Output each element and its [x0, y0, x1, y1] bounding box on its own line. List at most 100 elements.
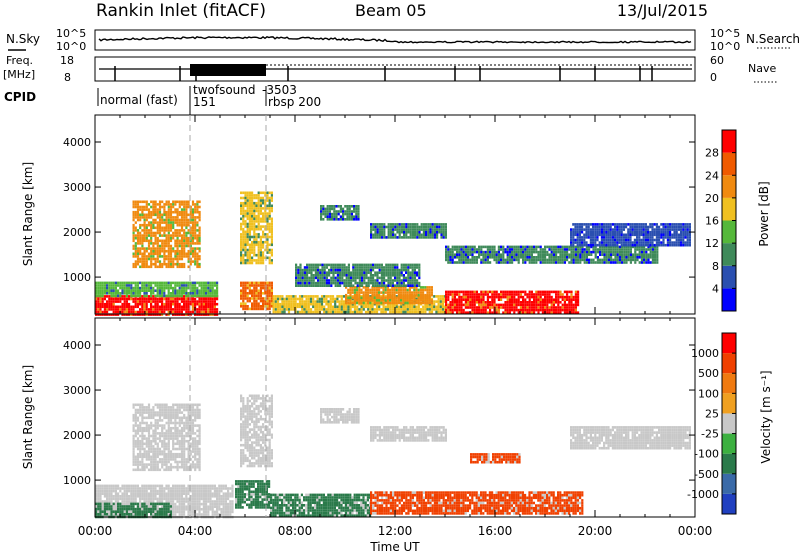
heatmap-cell	[402, 310, 405, 314]
heatmap-cell	[555, 258, 558, 262]
heatmap-cell	[444, 236, 447, 239]
heatmap-cell	[451, 290, 454, 294]
heatmap-cell	[430, 308, 434, 311]
heatmap-cell	[216, 302, 219, 306]
heatmap-cell	[535, 290, 538, 294]
heatmap-cell	[314, 271, 317, 274]
heatmap-cell	[174, 281, 177, 285]
heatmap-cell	[426, 308, 429, 311]
heatmap-cell	[508, 261, 511, 264]
heatmap-cell	[251, 284, 254, 287]
heatmap-cell	[493, 303, 496, 307]
heatmap-cell	[664, 230, 667, 234]
heatmap-cell	[110, 292, 113, 295]
heatmap-cell	[125, 292, 128, 295]
heatmap-cell	[433, 302, 436, 306]
heatmap-cell	[563, 308, 566, 312]
heatmap-cell	[187, 297, 190, 301]
heatmap-cell	[152, 221, 155, 224]
heatmap-cell	[539, 253, 542, 256]
heatmap-cell	[526, 293, 529, 296]
heatmap-cell	[563, 290, 566, 294]
heatmap-cell	[614, 225, 617, 229]
heatmap-cell	[242, 230, 245, 234]
heatmap-cell	[257, 209, 260, 213]
heatmap-cell	[572, 258, 575, 262]
heatmap-cell	[522, 301, 525, 304]
heatmap-cell	[405, 271, 408, 274]
heatmap-cell	[169, 265, 173, 269]
heatmap-cell	[372, 276, 375, 280]
heatmap-cell	[152, 308, 155, 311]
heatmap-cell	[662, 236, 665, 239]
heatmap-cell	[143, 265, 146, 269]
heatmap-cell	[588, 248, 591, 251]
heatmap-cell	[662, 225, 665, 229]
heatmap-cell	[638, 241, 641, 244]
heatmap-cell	[467, 290, 470, 294]
heatmap-cell	[355, 210, 358, 213]
heatmap-cell	[445, 250, 448, 254]
heatmap-cell	[649, 238, 652, 242]
heatmap-cell	[400, 271, 403, 274]
heatmap-cell	[404, 286, 407, 289]
heatmap-cell	[418, 268, 421, 272]
heatmap-cell	[325, 284, 328, 287]
heatmap-cell	[411, 296, 414, 300]
heatmap-cell	[334, 281, 337, 285]
heatmap-cell	[266, 233, 269, 236]
heatmap-cell	[623, 245, 626, 249]
heatmap-cell	[570, 308, 573, 312]
heatmap-cell	[334, 305, 337, 309]
heatmap-cell	[616, 236, 619, 239]
heatmap-cell	[167, 294, 170, 298]
heatmap-cell	[552, 311, 555, 314]
heatmap-cell	[625, 241, 628, 244]
heatmap-cell	[428, 305, 431, 309]
heatmap-cell	[539, 248, 542, 251]
heatmap-cell	[528, 256, 531, 259]
heatmap-cell	[371, 291, 374, 294]
heatmap-cell	[303, 279, 306, 282]
heatmap-cell	[194, 297, 197, 301]
heatmap-cell	[389, 274, 392, 277]
heatmap-cell	[255, 220, 258, 223]
heatmap-cell	[191, 231, 195, 235]
heatmap-cell	[419, 308, 423, 311]
heatmap-cell	[339, 218, 342, 221]
heatmap-cell	[437, 302, 440, 306]
heatmap-cell	[191, 300, 194, 303]
heatmap-cell	[130, 284, 133, 287]
heatmap-cell	[623, 248, 626, 251]
heatmap-cell	[97, 292, 100, 295]
heatmap-cell	[445, 258, 448, 262]
heatmap-cell	[607, 233, 610, 237]
heatmap-cell	[441, 305, 445, 309]
heatmap-cell	[150, 292, 153, 295]
heatmap-cell	[365, 266, 368, 269]
heatmap-cell	[419, 310, 423, 314]
heatmap-cell	[342, 212, 345, 216]
heatmap-cell	[478, 293, 481, 296]
heatmap-cell	[386, 293, 389, 297]
heatmap-cell	[651, 245, 654, 249]
heatmap-cell	[378, 281, 381, 285]
heatmap-cell	[154, 203, 157, 206]
heatmap-cell	[161, 308, 164, 311]
heatmap-cell	[134, 302, 137, 306]
heatmap-cell	[211, 286, 214, 290]
heatmap-cell	[270, 259, 273, 262]
heatmap-cell	[246, 294, 249, 298]
heatmap-cell	[522, 248, 525, 251]
heatmap-cell	[348, 215, 351, 218]
heatmap-cell	[143, 236, 146, 240]
heatmap-cell	[572, 233, 575, 237]
heatmap-cell	[262, 214, 265, 218]
heatmap-cell	[194, 284, 197, 287]
heatmap-cell	[248, 289, 251, 292]
heatmap-cell	[334, 268, 337, 272]
heatmap-cell	[383, 223, 386, 226]
heatmap-cell	[577, 253, 580, 256]
heatmap-cell	[198, 262, 201, 266]
heatmap-cell	[614, 243, 617, 247]
